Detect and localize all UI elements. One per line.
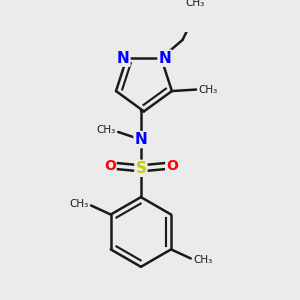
Text: N: N [117, 51, 129, 66]
Text: O: O [104, 159, 116, 173]
Text: CH₃: CH₃ [199, 85, 218, 94]
Text: CH₃: CH₃ [193, 255, 212, 265]
Text: N: N [158, 51, 171, 66]
Text: CH₃: CH₃ [69, 199, 88, 209]
Text: CH₃: CH₃ [185, 0, 204, 8]
Text: O: O [166, 159, 178, 173]
Text: CH₃: CH₃ [97, 124, 116, 135]
Text: N: N [134, 132, 147, 147]
Text: S: S [135, 161, 146, 176]
